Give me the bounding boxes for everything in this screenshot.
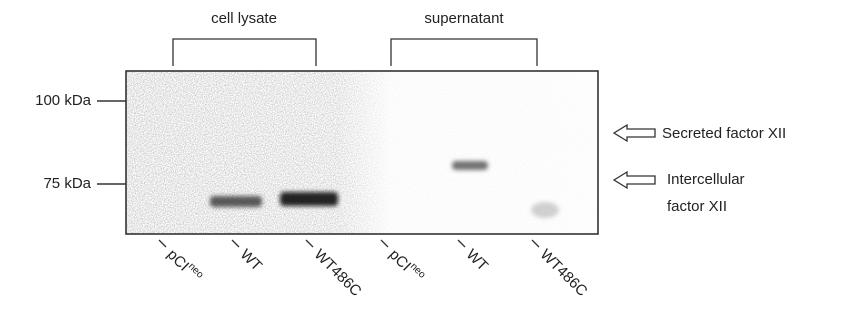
- lane-label: WT486C: [537, 246, 591, 300]
- marker-label: 100 kDa: [35, 92, 92, 109]
- lane-name: WT486C: [311, 246, 365, 300]
- arrow-label: Secreted factor XII: [662, 125, 786, 142]
- lane-tick: [532, 240, 539, 247]
- lane-tick: [306, 240, 313, 247]
- arrows: [614, 125, 655, 188]
- lane-label: pCIneo: [164, 244, 206, 286]
- lane-label: pCIneo: [386, 244, 428, 286]
- lane-label: WT: [463, 246, 492, 275]
- brackets: [173, 39, 537, 66]
- lane-tick: [232, 240, 239, 247]
- blot-figure: cell lysate supernatant 100 kDa 75 kDa S…: [0, 0, 846, 329]
- marker-label: 75 kDa: [43, 175, 91, 192]
- lane-tick: [381, 240, 388, 247]
- group-label: supernatant: [424, 10, 504, 27]
- lane-name: WT: [463, 246, 492, 275]
- arrow-label: factor XII: [667, 198, 727, 215]
- lane-label: WT: [237, 246, 266, 275]
- lane-tick: [458, 240, 465, 247]
- arrow-label: Intercellular: [667, 171, 745, 188]
- lane-labels: pCIneo WT WT486C pCIneo WT WT486C: [159, 240, 591, 300]
- blot: [126, 71, 598, 234]
- lane-label: WT486C: [311, 246, 365, 300]
- lane-name: WT486C: [537, 246, 591, 300]
- lane-tick: [159, 240, 166, 247]
- lane-name: WT: [237, 246, 266, 275]
- group-label: cell lysate: [211, 10, 277, 27]
